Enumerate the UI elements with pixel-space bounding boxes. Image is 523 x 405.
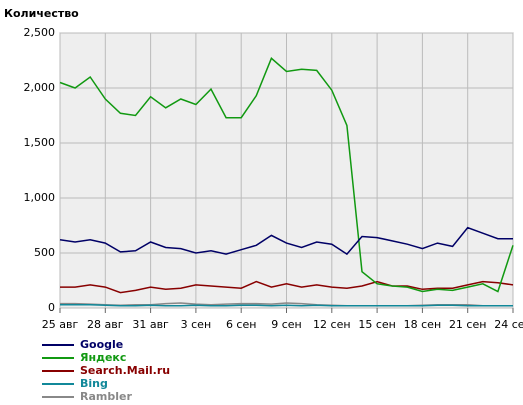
series-line [60,280,514,294]
y-tick-label: 2,000 [24,81,56,94]
y-tick-label: 2,500 [24,26,56,39]
series-line [59,226,513,256]
x-tick-label: 6 сен [226,318,257,331]
y-tick-label: 1,000 [24,191,56,204]
legend-label: Google [80,338,123,351]
series-line [59,57,514,293]
legend-label: Яндекс [80,351,126,364]
x-tick-label: 21 сен [449,318,487,331]
x-tick-label: 25 авг [42,318,79,331]
x-tick-label: 15 сен [358,318,396,331]
series-line [60,303,513,307]
y-tick-label: 1,500 [24,136,56,149]
y-tick-label: 500 [34,246,55,259]
x-tick-label: 31 авг [132,318,169,331]
y-tick-label: 0 [48,301,55,314]
x-tick-label: 28 авг [87,318,124,331]
x-tick-label: 9 сен [271,318,302,331]
legend-label: Rambler [80,390,132,403]
x-tick-label: 3 сен [181,318,212,331]
x-tick-label: 24 сен [494,318,523,331]
x-tick-label: 12 сен [313,318,351,331]
x-tick-label: 18 сен [404,318,442,331]
legend-label: Bing [80,377,108,390]
legend-label: Search.Mail.ru [80,364,170,377]
y-axis-title: Количество [4,7,79,20]
